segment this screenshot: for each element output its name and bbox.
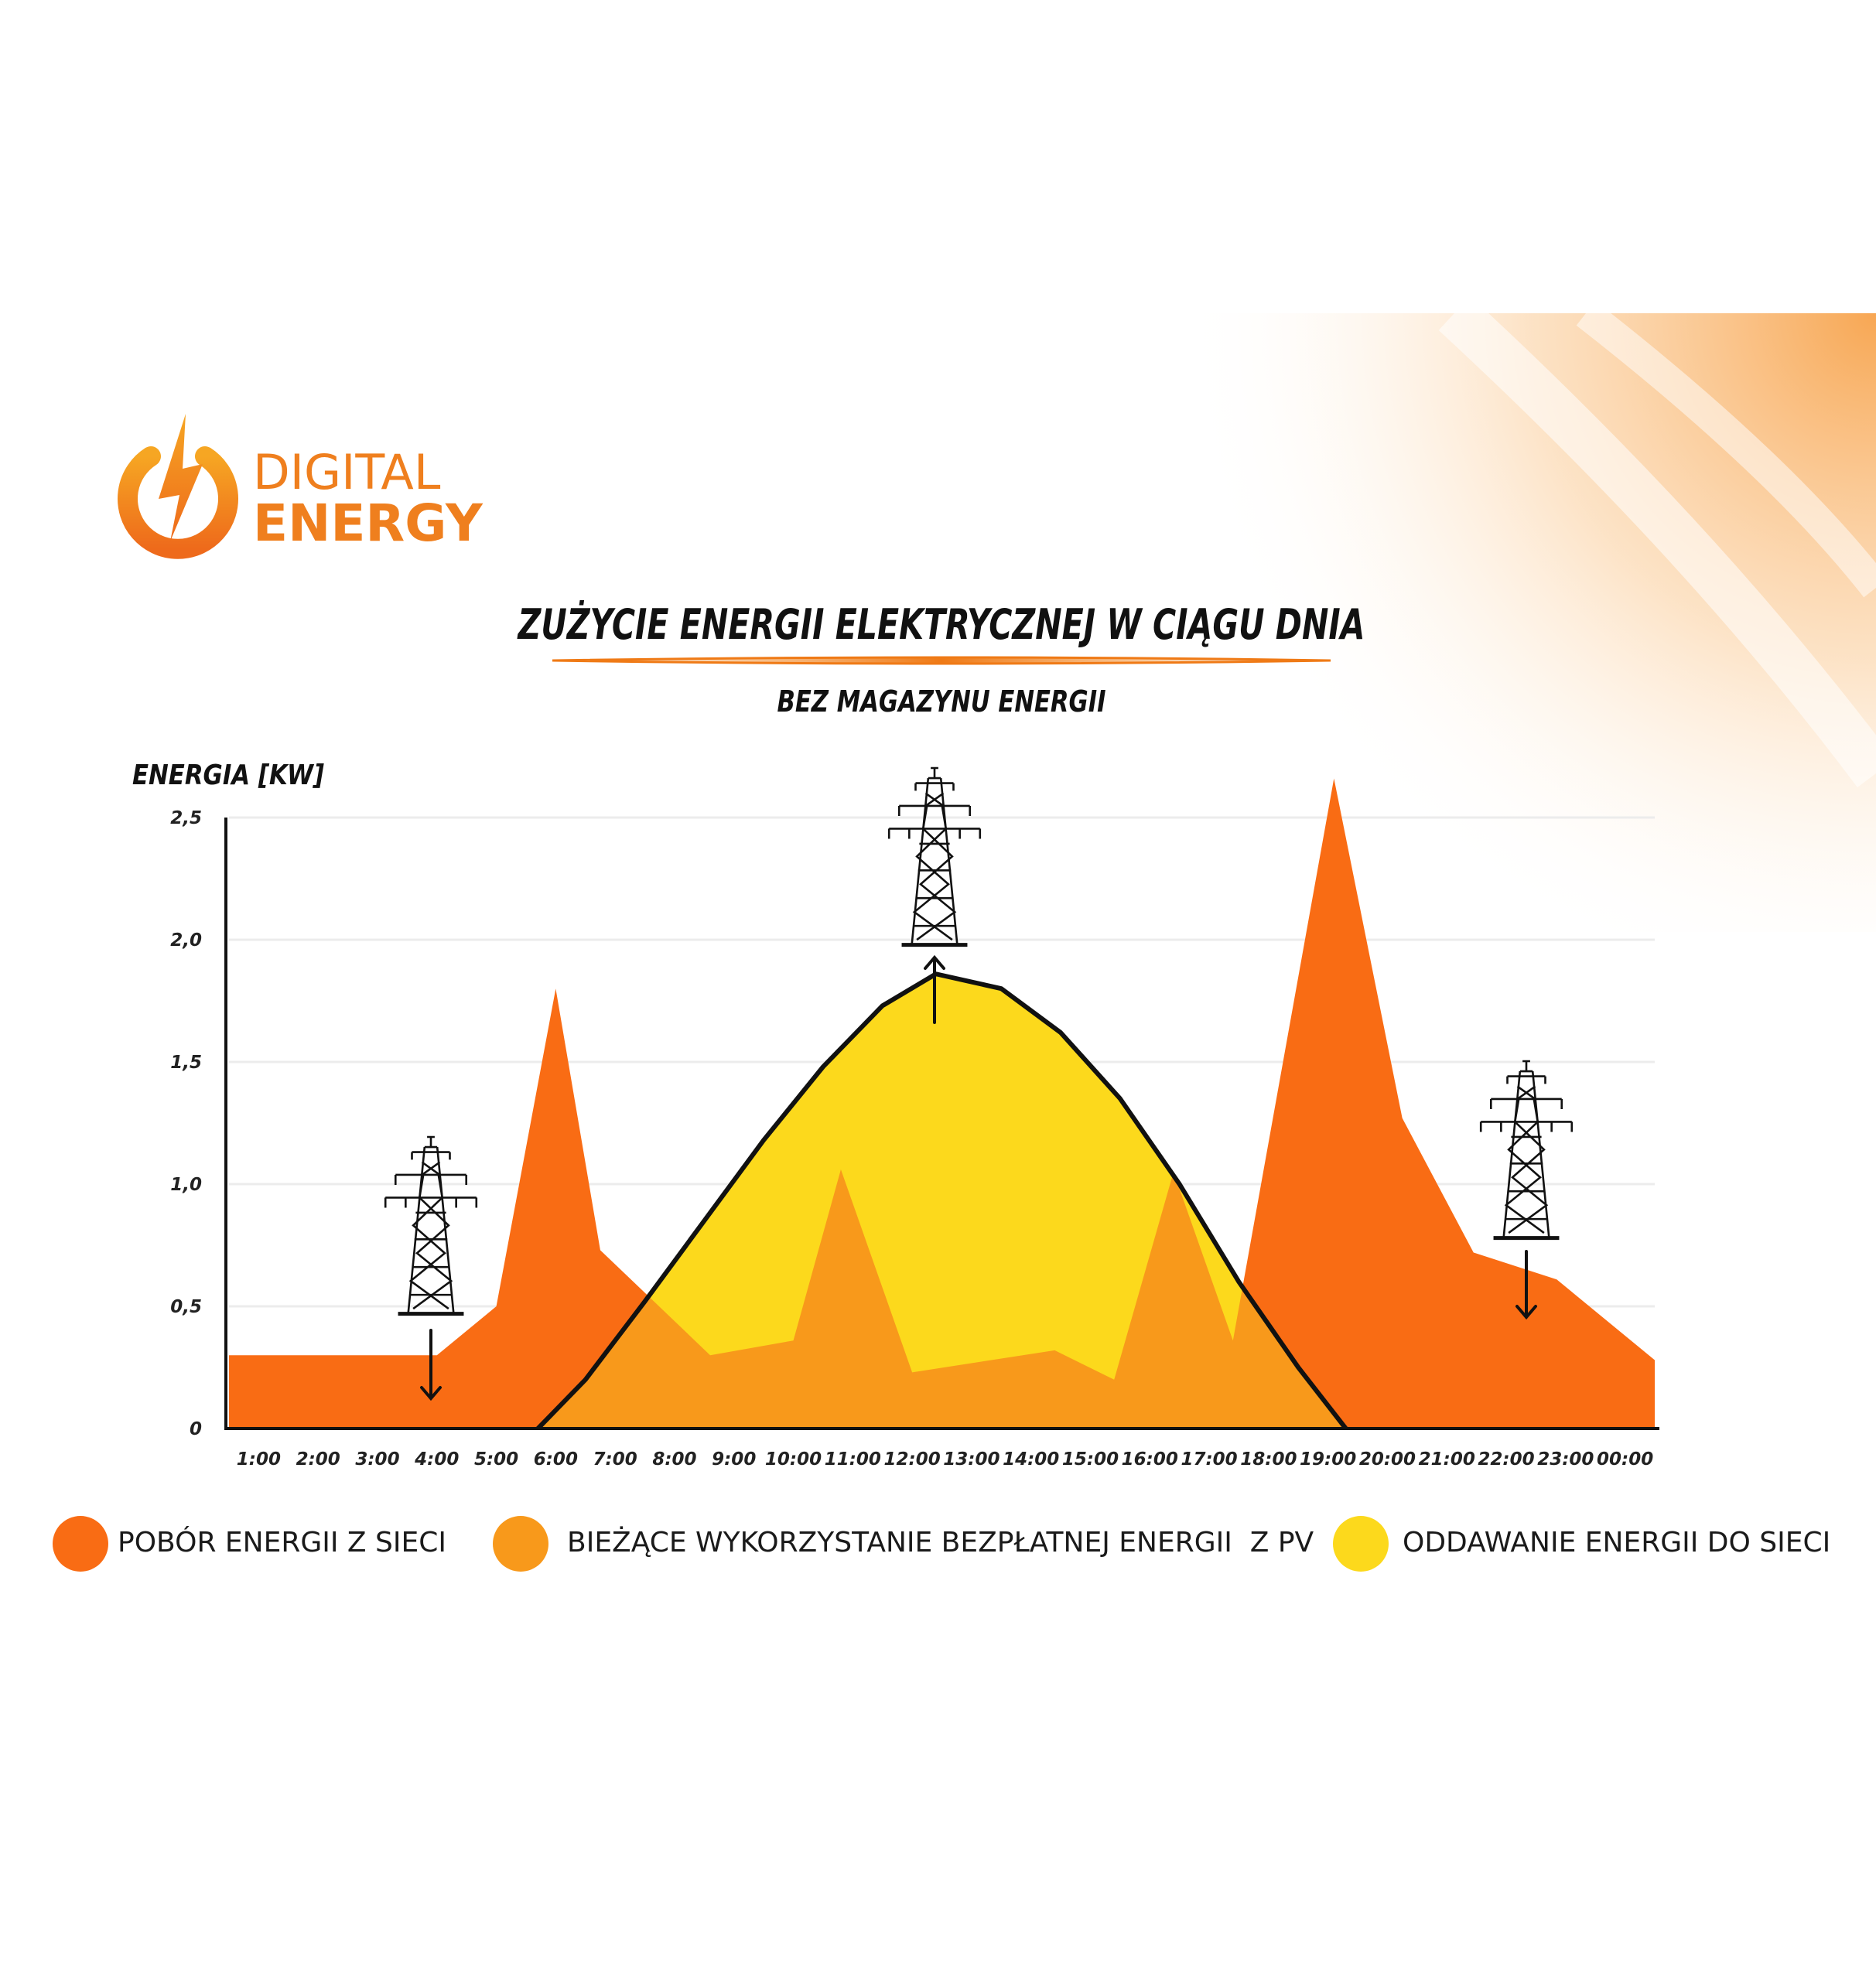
x-tick-label: 8:00 [652,1449,696,1470]
x-tick-label: 20:00 [1359,1449,1416,1470]
pylon [384,1135,478,1316]
y-tick-label: 1,0 [170,1175,202,1195]
axes: 0 0,5 1,0 1,5 2,0 2,5 1:00 2:00 3:00 4:00 5:00 6:00… [170,808,1659,1470]
x-tick-label: 7:00 [593,1449,637,1470]
area [229,778,1655,1429]
y-tick-label: 2,0 [170,930,202,951]
logo-text: DIGITAL [253,444,441,500]
x-tick-label: 13:00 [943,1449,1000,1470]
x-tick-label: 15:00 [1062,1449,1119,1470]
x-tick-label: 18:00 [1240,1449,1297,1470]
legend-label: POBÓR ENERGII Z SIECI [118,1526,446,1558]
x-tick-label: 17:00 [1181,1449,1237,1470]
x-tick-label: 5:00 [474,1449,518,1470]
y-tick-label: 0 [190,1419,202,1439]
legend-swatch [493,1516,548,1572]
x-tick-label: 23:00 [1537,1449,1594,1470]
title-underline [552,656,1331,665]
legend-swatch [53,1516,108,1572]
logo-text: ENERGY [253,493,484,553]
logo: DIGITAL ENERGY [118,414,484,559]
y-tick-label: 1,5 [170,1053,202,1073]
x-tick-label: 3:00 [355,1449,399,1470]
x-tick-label: 6:00 [534,1449,578,1470]
x-tick-label: 9:00 [712,1449,756,1470]
background-swirl [1160,313,1876,932]
legend-label: ODDAWANIE ENERGII DO SIECI [1403,1527,1830,1558]
x-tick-label: 1:00 [237,1449,281,1470]
y-tick-label: 0,5 [170,1297,202,1317]
x-tick-label: 10:00 [765,1449,822,1470]
x-tick-label: 14:00 [1003,1449,1059,1470]
x-tick-label: 16:00 [1122,1449,1178,1470]
x-tick-label: 21:00 [1419,1449,1475,1470]
x-tick-label: 2:00 [296,1449,340,1470]
legend: POBÓR ENERGII Z SIECI BIEŻĄCE WYKORZYSTA… [53,1516,1830,1572]
decorations [384,766,1574,1401]
x-tick-label: 19:00 [1300,1449,1356,1470]
x-tick-label: 4:00 [414,1449,459,1470]
x-tick-label: 12:00 [883,1449,940,1470]
chart-subtitle: BEZ MAGAZYNU ENERGII [777,684,1106,719]
pylon [887,766,982,947]
x-tick-label: 00:00 [1597,1449,1653,1470]
pylon [1479,1060,1574,1241]
arrows [420,954,1537,1401]
y-tick-label: 2,5 [170,808,202,828]
chart-title: ZUŻYCIE ENERGII ELEKTRYCZNEJ W CIĄGU DNI… [517,600,1365,649]
legend-swatch [1333,1516,1389,1572]
x-tick-label: 22:00 [1478,1449,1534,1470]
y-axis-label: ENERGIA [KW] [132,760,324,791]
legend-label: BIEŻĄCE WYKORZYSTANIE BEZPŁATNEJ ENERGII… [567,1526,1314,1558]
x-tick-label: 11:00 [825,1449,881,1470]
